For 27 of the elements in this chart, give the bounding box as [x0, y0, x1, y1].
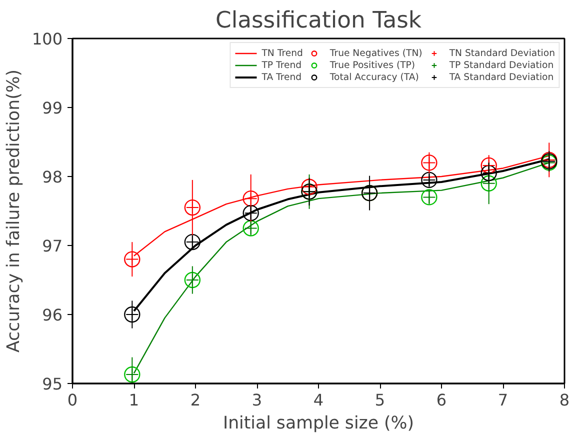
x-tick-label: 2 — [190, 390, 201, 410]
legend-label: True Positives (TP) — [330, 59, 416, 71]
y-tick-label: 98 — [42, 168, 62, 186]
x-tick-label: 7 — [498, 390, 508, 410]
legend-label: Total Accuracy (TA) — [330, 71, 419, 83]
legend-label: True Negatives (TN) — [330, 47, 422, 59]
y-tick-label: 100 — [32, 30, 63, 48]
x-tick-label: 8 — [559, 390, 570, 410]
y-tick-label: 97 — [42, 236, 62, 256]
y-tick-label: 96 — [42, 306, 62, 324]
chart-title: Classification Task — [215, 8, 422, 34]
legend-label: TA Standard Deviation — [449, 71, 554, 83]
legend-label: TA Trend — [262, 71, 302, 83]
x-tick-label: 0 — [67, 390, 78, 410]
legend-label: TN Trend — [262, 47, 303, 59]
legend-label: TP Standard Deviation — [449, 59, 554, 71]
x-tick-label: 3 — [252, 390, 262, 410]
legend-label: TP Trend — [262, 59, 302, 71]
y-axis-title: Accuracy in failure prediction(%) — [4, 69, 24, 353]
x-axis-title: Initial sample size (%) — [222, 414, 414, 434]
x-tick-label: 4 — [313, 390, 324, 410]
x-tick-label: 6 — [436, 390, 447, 410]
y-tick-label: 99 — [42, 98, 62, 118]
y-tick-label: 95 — [42, 374, 62, 394]
legend-label: TN Standard Deviation — [449, 47, 555, 59]
x-tick-label: 1 — [128, 390, 140, 410]
x-tick-label: 5 — [374, 390, 386, 410]
